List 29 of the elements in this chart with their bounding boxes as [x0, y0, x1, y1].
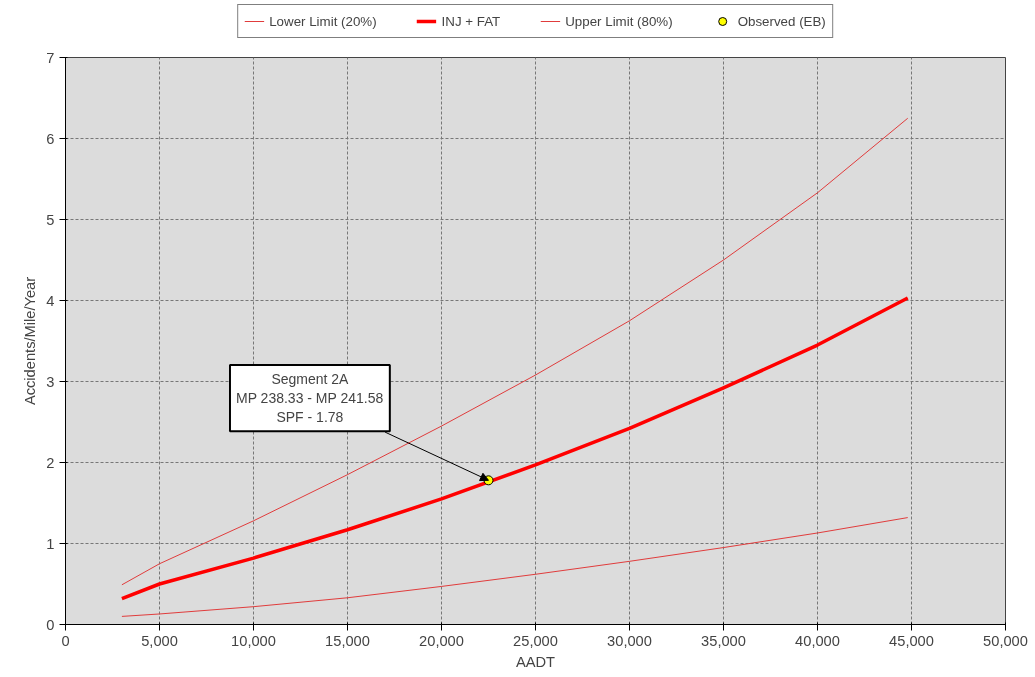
x-axis-title: AADT: [515, 653, 556, 670]
annotation: Segment 2A MP 238.33 - MP 241.58 SPF - 1.78: [235, 370, 384, 426]
x-tick-label: 10,000: [231, 632, 276, 649]
y-tick-label: 7: [46, 49, 55, 66]
x-tick-label: 5,000: [141, 632, 178, 649]
x-tick-label: 15,000: [325, 632, 370, 649]
y-tick-label: 4: [46, 292, 55, 309]
line-series: [121, 117, 909, 586]
x-tick-label: 30,000: [607, 632, 652, 649]
y-tick-label: 0: [46, 616, 55, 633]
legend-label: Lower Limit (20%): [269, 13, 377, 29]
y-tick-label: 2: [46, 454, 55, 471]
x-tick-label: 0: [61, 632, 70, 649]
x-tick-label: 35,000: [701, 632, 746, 649]
x-tick-label: 25,000: [513, 632, 558, 649]
y-tick-label: 3: [46, 373, 55, 390]
line-series: [121, 517, 909, 617]
legend-label: Upper Limit (80%): [565, 13, 673, 29]
x-tick-label: 45,000: [889, 632, 934, 649]
x-tick-label: 40,000: [795, 632, 840, 649]
y-tick-label: 6: [46, 130, 55, 147]
line-series: [120, 296, 910, 601]
legend-label: INJ + FAT: [441, 13, 501, 29]
y-axis-title: Accidents/Mile/Year: [22, 276, 39, 406]
y-tick-label: 1: [46, 535, 55, 552]
y-tick-label: 5: [46, 211, 55, 228]
x-tick-label: 20,000: [419, 632, 464, 649]
x-tick-label: 50,000: [983, 632, 1028, 649]
legend-label: Observed (EB): [737, 13, 826, 29]
